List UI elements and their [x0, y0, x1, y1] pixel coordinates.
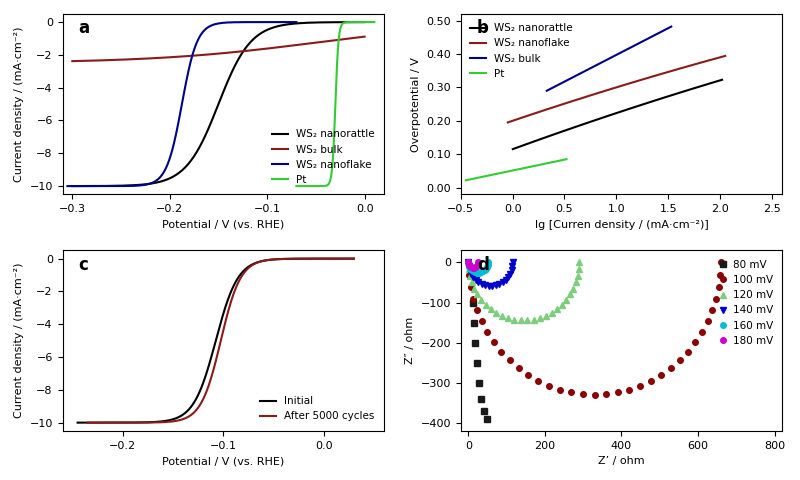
Y-axis label: Current density / (mA·cm⁻²): Current density / (mA·cm⁻²) [14, 263, 24, 419]
Text: d: d [477, 256, 489, 274]
X-axis label: lg [Curren density / (mA·cm⁻²)]: lg [Curren density / (mA·cm⁻²)] [534, 219, 708, 229]
X-axis label: Potential / V (vs. RHE): Potential / V (vs. RHE) [162, 456, 285, 466]
X-axis label: Potential / V (vs. RHE): Potential / V (vs. RHE) [162, 219, 285, 229]
Legend: 80 mV, 100 mV, 120 mV, 140 mV, 160 mV, 180 mV: 80 mV, 100 mV, 120 mV, 140 mV, 160 mV, 1… [715, 256, 777, 350]
Legend: Initial, After 5000 cycles: Initial, After 5000 cycles [256, 392, 379, 426]
Y-axis label: Current density / (mA·cm⁻²): Current density / (mA·cm⁻²) [14, 26, 24, 182]
Legend: WS₂ nanorattle, WS₂ bulk, WS₂ nanoflake, Pt: WS₂ nanorattle, WS₂ bulk, WS₂ nanoflake,… [268, 125, 379, 189]
X-axis label: Z’ / ohm: Z’ / ohm [598, 456, 645, 466]
Y-axis label: Overpotential / V: Overpotential / V [410, 57, 421, 152]
Text: a: a [78, 19, 90, 37]
Text: b: b [477, 19, 489, 37]
Y-axis label: Z″ / ohm: Z″ / ohm [405, 317, 415, 364]
Legend: WS₂ nanorattle, WS₂ nanoflake, WS₂ bulk, Pt: WS₂ nanorattle, WS₂ nanoflake, WS₂ bulk,… [466, 19, 577, 83]
Text: c: c [78, 256, 89, 274]
